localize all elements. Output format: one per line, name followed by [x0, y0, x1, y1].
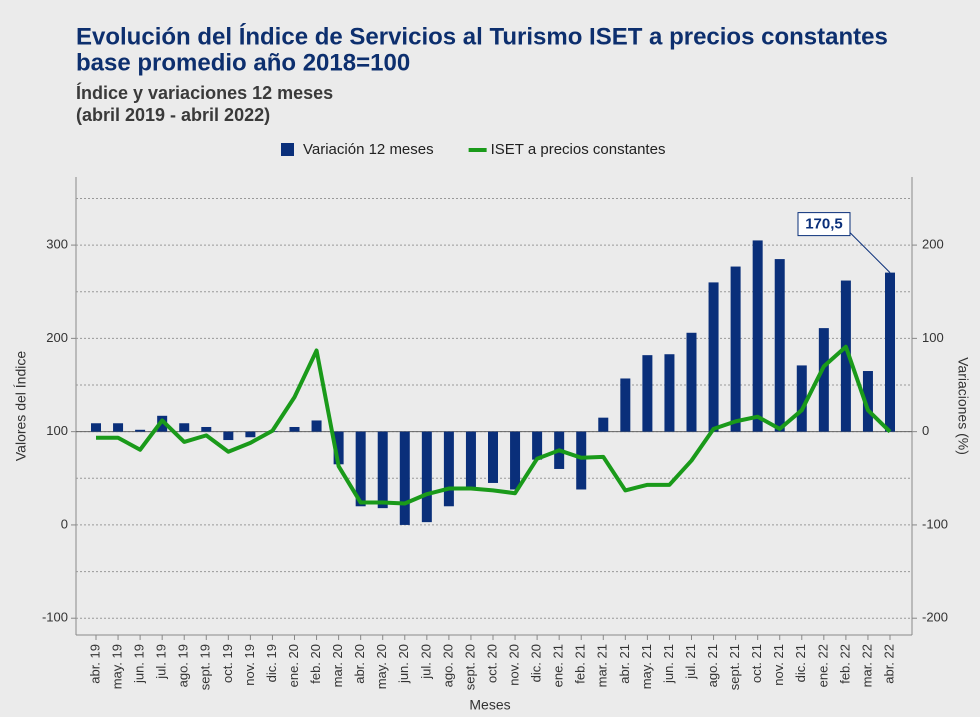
bar: [135, 429, 146, 432]
bar: [598, 417, 609, 432]
x-tick-label: nov. 19: [242, 644, 257, 686]
x-tick-label: oct. 19: [220, 644, 235, 683]
x-tick-label: ene. 22: [815, 644, 830, 687]
bar: [774, 259, 785, 432]
line: [96, 344, 892, 506]
x-tick-label: nov. 21: [771, 644, 786, 686]
x-tick-label: nov. 20: [506, 644, 521, 686]
x-tick-label: jul. 20: [418, 644, 433, 680]
bar: [377, 431, 388, 509]
x-tick-label: may. 20: [374, 644, 389, 689]
chart-title: base promedio año 2018=100: [76, 49, 410, 76]
y2-tick-label: 0: [922, 423, 929, 438]
x-tick-label: mar. 22: [859, 644, 874, 687]
x-tick-label: ago. 21: [705, 644, 720, 687]
bar: [355, 431, 366, 507]
annotation-leader: [849, 232, 891, 273]
bar: [91, 423, 101, 432]
bar: [399, 431, 410, 525]
y-tick-label: 300: [46, 237, 68, 252]
bar: [686, 332, 697, 432]
legend-label: ISET a precios constantes: [491, 141, 666, 158]
bar: [885, 272, 895, 432]
bar: [752, 240, 763, 432]
x-tick-label: dic. 20: [529, 644, 544, 682]
y2-tick-label: 200: [922, 237, 944, 252]
bar: [179, 423, 190, 432]
y2-axis-label: Variaciones (%): [955, 357, 971, 455]
y-axis-label: Valores del Índice: [13, 351, 29, 461]
chart-subtitle: (abril 2019 - abril 2022): [76, 105, 270, 125]
x-tick-label: ene. 21: [551, 644, 566, 687]
x-tick-label: ago. 20: [440, 644, 455, 687]
x-tick-label: sept. 19: [198, 644, 213, 690]
x-tick-label: dic. 19: [264, 644, 279, 682]
x-tick-label: mar. 20: [330, 644, 345, 687]
y-tick-label: 0: [61, 516, 68, 531]
x-tick-label: jul. 19: [154, 644, 169, 680]
bar: [443, 431, 454, 507]
bar: [796, 365, 807, 432]
y2-tick-label: 100: [922, 330, 944, 345]
x-tick-label: sept. 21: [727, 644, 742, 690]
y-tick-label: -100: [42, 610, 68, 625]
x-tick-label: may. 19: [109, 644, 124, 689]
x-tick-label: dic. 21: [793, 644, 808, 682]
bar: [113, 423, 124, 432]
x-tick-label: jul. 21: [683, 644, 698, 680]
chart-title: Evolución del Índice de Servicios al Tur…: [76, 22, 888, 50]
legend-swatch: [281, 143, 294, 156]
bar: [664, 354, 675, 432]
x-tick-label: abr. 20: [352, 644, 367, 684]
bar: [465, 431, 476, 488]
x-tick-label: jun. 19: [132, 644, 147, 684]
bar: [730, 266, 741, 432]
y2-tick-label: -200: [922, 610, 948, 625]
bar: [510, 431, 521, 490]
x-tick-label: sept. 20: [462, 644, 477, 690]
bar: [311, 420, 322, 432]
y-tick-label: 200: [46, 330, 68, 345]
bar: [818, 328, 829, 432]
bar: [245, 431, 256, 438]
bar: [333, 431, 344, 465]
bar: [201, 426, 212, 432]
x-tick-label: jun. 21: [661, 644, 676, 684]
x-tick-label: abr. 19: [87, 644, 102, 684]
x-tick-label: ene. 20: [286, 644, 301, 687]
chart-subtitle: Índice y variaciones 12 meses: [76, 82, 333, 103]
x-tick-label: oct. 21: [749, 644, 764, 683]
bar: [421, 431, 432, 523]
x-tick-label: abr. 22: [881, 644, 896, 684]
x-tick-label: jun. 20: [396, 644, 411, 684]
bar: [620, 378, 631, 432]
annotation-box: [797, 212, 851, 237]
bar: [708, 282, 719, 432]
x-tick-label: oct. 20: [484, 644, 499, 683]
x-tick-label: mar. 21: [595, 644, 610, 687]
x-axis-label: Meses: [469, 697, 510, 713]
x-tick-label: feb. 20: [308, 644, 323, 684]
y-tick-label: 100: [46, 423, 68, 438]
x-tick-label: ago. 19: [176, 644, 191, 687]
data-label: 170,5: [805, 216, 843, 233]
x-tick-label: may. 21: [639, 644, 654, 689]
bar: [840, 280, 851, 432]
bar: [532, 431, 543, 460]
bar: [862, 371, 873, 432]
bar: [488, 431, 498, 483]
y2-tick-label: -100: [922, 516, 948, 531]
x-tick-label: abr. 21: [617, 644, 632, 684]
bar: [289, 426, 300, 432]
bar: [576, 431, 587, 490]
bar: [642, 355, 653, 432]
bar: [223, 431, 234, 441]
x-tick-label: feb. 22: [837, 644, 852, 684]
x-tick-label: feb. 21: [573, 644, 588, 684]
legend-label: Variación 12 meses: [303, 141, 434, 158]
